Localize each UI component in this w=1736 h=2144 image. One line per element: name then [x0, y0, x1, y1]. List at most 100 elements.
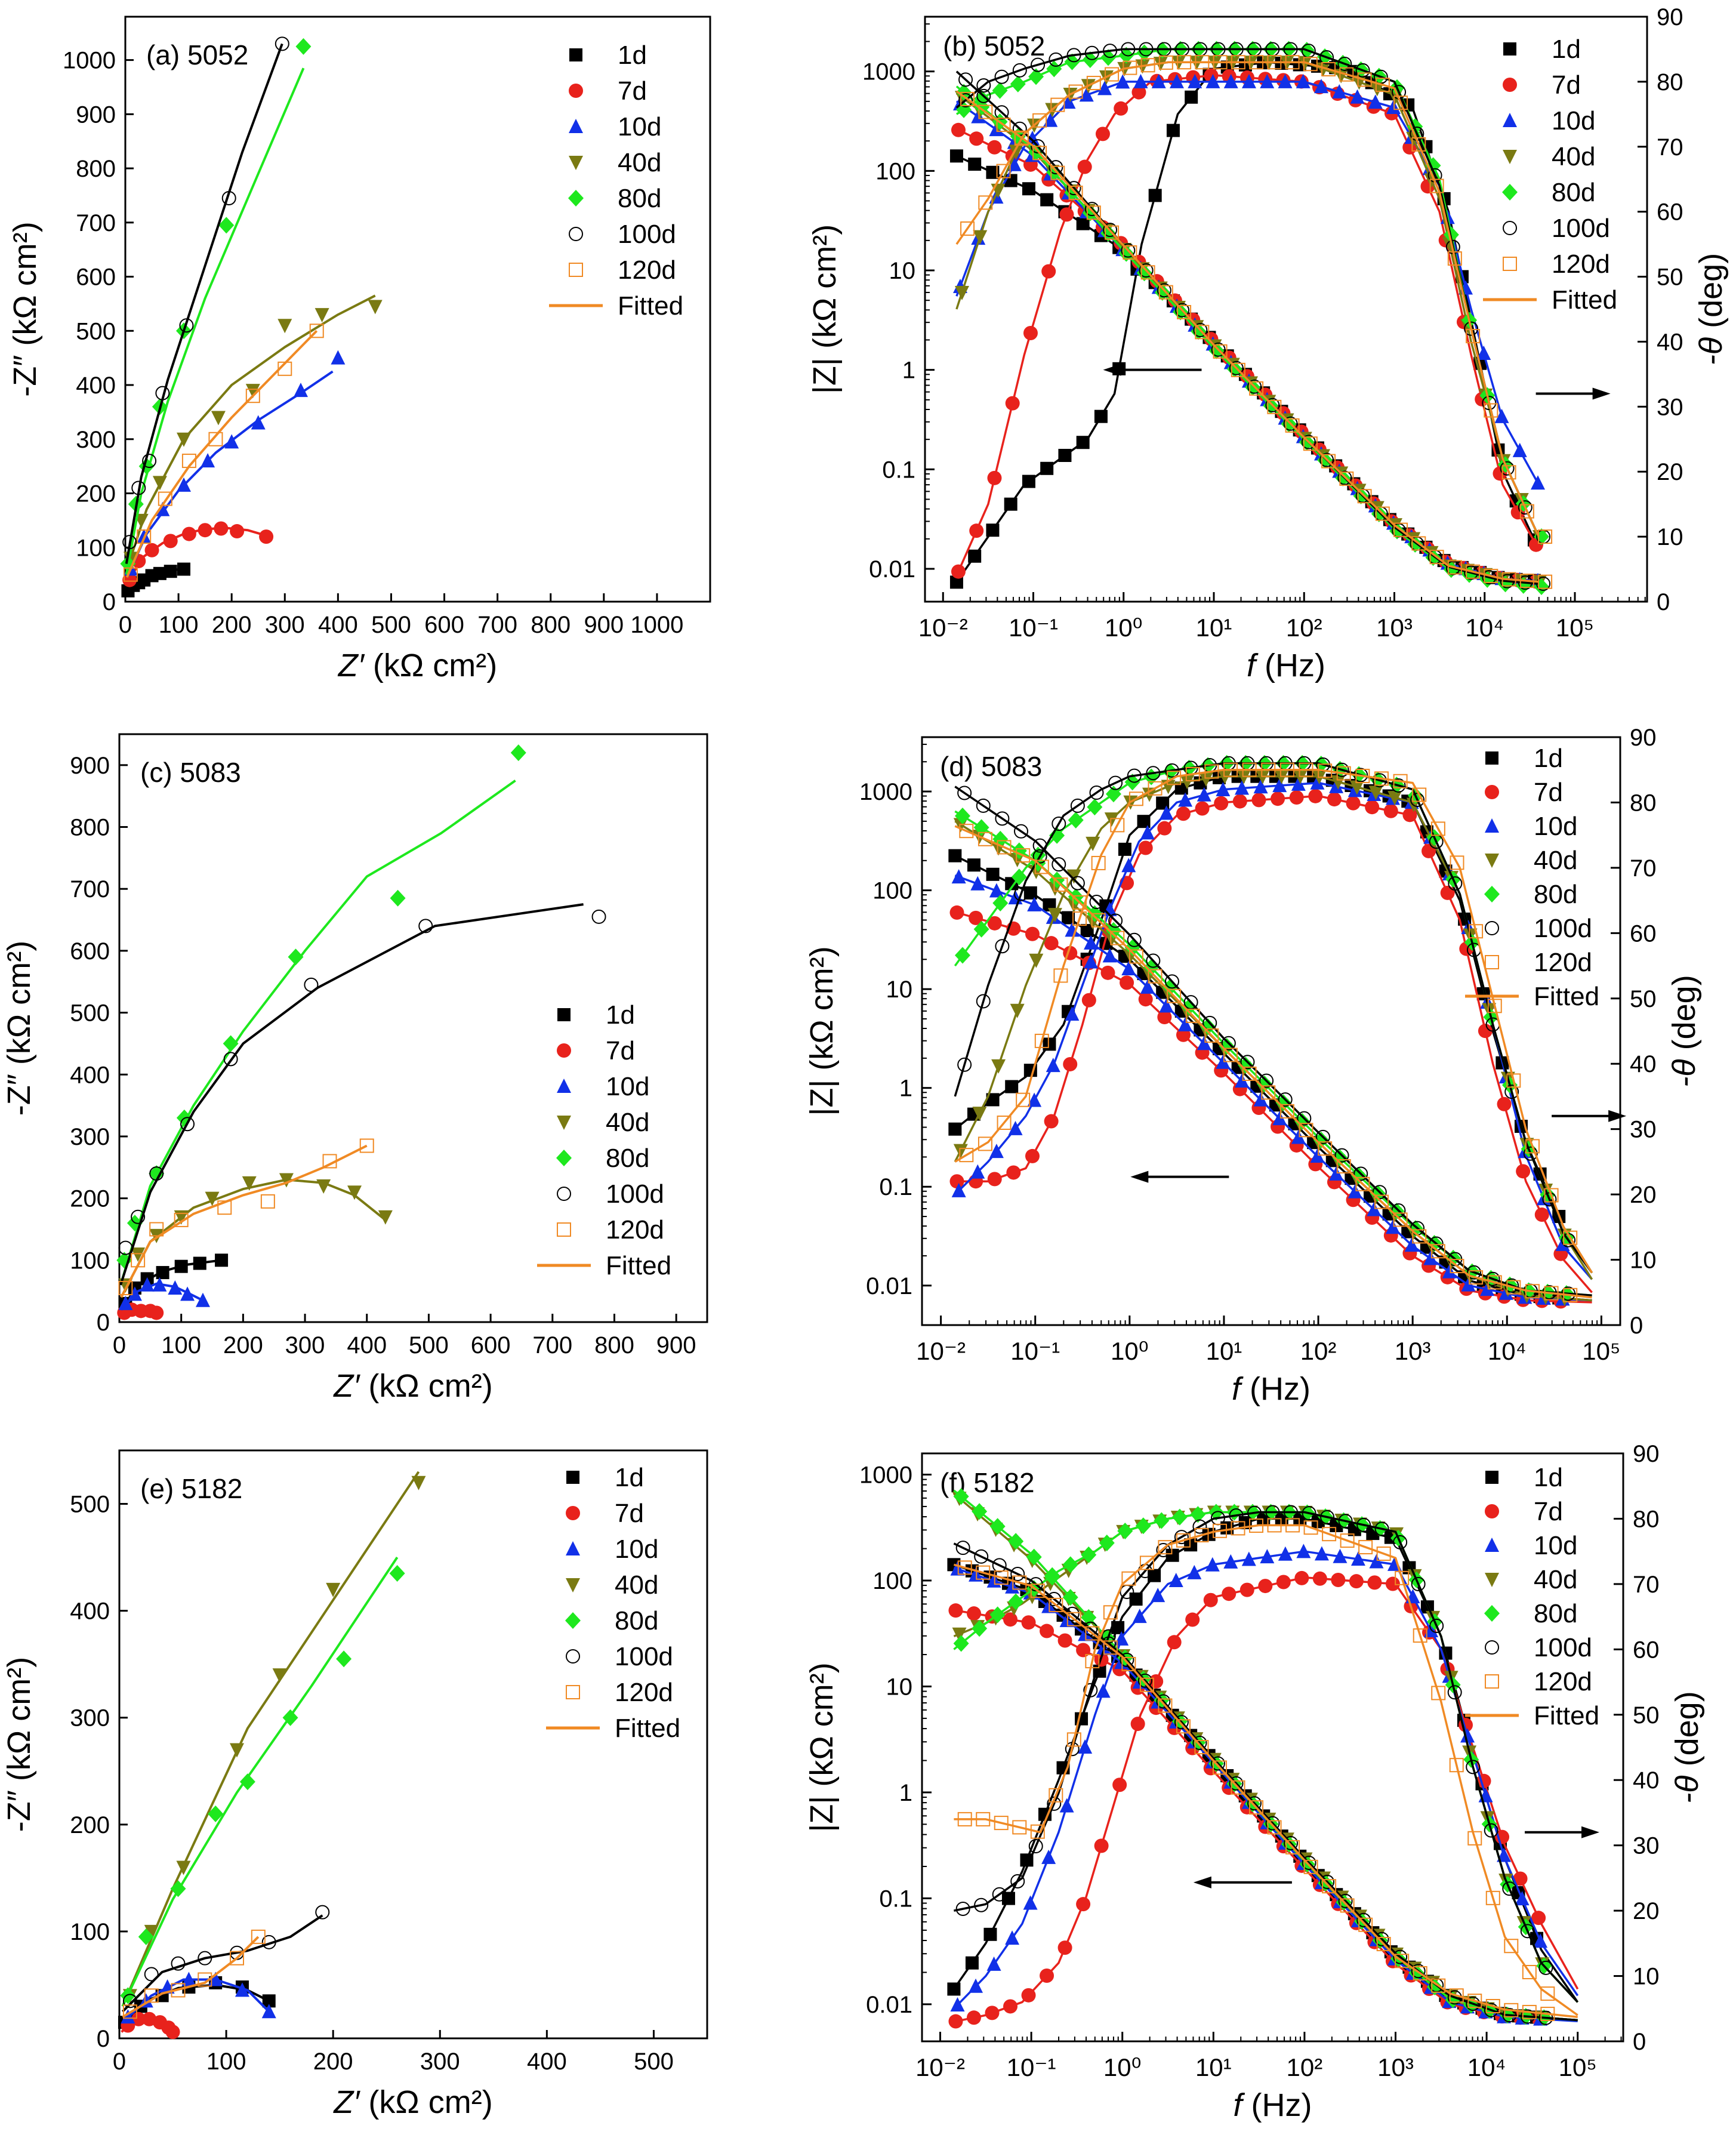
phase-point-100d	[992, 1887, 1007, 1902]
phase-point-10d	[1515, 1891, 1530, 1906]
plot-frame	[118, 1449, 708, 2040]
modulus-point-100d	[976, 88, 991, 103]
plot-frame	[124, 16, 711, 603]
phase-point-100d	[1049, 52, 1063, 67]
modulus-point-80d	[1100, 224, 1117, 242]
phase-point-7d	[1044, 1114, 1059, 1129]
modulus-point-100d	[1210, 1756, 1225, 1771]
modulus-point-80d	[989, 1518, 1006, 1535]
y-axis-label: -Z″ (kΩ cm²)	[1, 1657, 37, 1832]
modulus-point-10d	[1197, 1036, 1211, 1051]
phase-point-1d	[949, 575, 963, 589]
phase-point-120d	[1525, 1139, 1540, 1154]
y-tick-label: 100	[70, 1247, 110, 1274]
panel-a: 0 100 200 300 400 500 600 700 800 900 100001002003…	[7, 16, 711, 683]
phase-point-120d	[1085, 1654, 1100, 1669]
phase-point-100d	[1010, 1874, 1025, 1889]
modulus-point-7d	[1120, 975, 1134, 990]
data-point-10d	[294, 383, 308, 398]
y-tick-label: 800	[76, 156, 116, 182]
modulus-point-100d	[1164, 974, 1179, 989]
phase-point-7d	[1040, 1969, 1054, 1983]
modulus-point-100d	[1103, 223, 1118, 238]
modulus-point-80d	[973, 819, 989, 836]
phase-point-120d	[1249, 1518, 1264, 1533]
phase-point-120d	[959, 1148, 974, 1163]
phase-point-7d	[1095, 127, 1110, 141]
y-tick-label: 1000	[859, 1462, 912, 1488]
phase-point-7d	[949, 1174, 964, 1189]
phase-point-7d	[1112, 1778, 1127, 1792]
modulus-point-80d	[1181, 998, 1197, 1015]
legend-marker-80d	[1502, 184, 1518, 201]
phase-point-7d	[1294, 1570, 1309, 1585]
phase-point-80d	[1010, 75, 1026, 93]
phase-point-120d	[1358, 1540, 1373, 1555]
data-point-100d	[131, 480, 146, 495]
phase-point-40d	[1331, 775, 1346, 790]
modulus-point-7d	[1044, 936, 1059, 951]
phase-point-100d	[976, 78, 991, 93]
legend-marker-80d	[1484, 1605, 1500, 1622]
phase-point-120d	[1504, 1939, 1519, 1954]
data-point-1d	[153, 566, 166, 580]
phase-point-10d	[970, 1164, 985, 1179]
data-point-80d	[389, 1564, 405, 1582]
data-point-40d	[326, 1582, 341, 1597]
legend-d: 1d 7d 10d 40d 80d 100d 120d Fitted	[1465, 744, 1599, 1011]
phase-point-10d	[1133, 73, 1148, 88]
x-tick-label: 500	[634, 2048, 674, 2075]
modulus-point-120d	[1195, 325, 1210, 340]
data-point-120d	[137, 529, 152, 544]
data-point-80d	[336, 1650, 352, 1668]
data-point-1d	[262, 1994, 276, 2008]
data-point-7d	[165, 2025, 180, 2040]
phase-point-80d	[954, 947, 970, 964]
x-tick-label: 200	[223, 1332, 263, 1359]
data-point-80d	[223, 1035, 239, 1052]
modulus-point-100d	[976, 798, 991, 813]
phase-point-1d	[1148, 1569, 1161, 1582]
modulus-point-100d	[1265, 1816, 1280, 1831]
modulus-point-120d	[1540, 2007, 1555, 2022]
phase-point-100d	[1320, 1510, 1335, 1524]
phase-point-120d	[1544, 1188, 1559, 1203]
modulus-point-80d	[1008, 1533, 1024, 1550]
y-tick-label: 700	[70, 876, 110, 902]
phase-point-7d	[1167, 1635, 1182, 1650]
phase-point-1d	[1184, 1538, 1198, 1552]
phase-point-7d	[1214, 796, 1229, 811]
modulus-point-120d	[1085, 1626, 1100, 1641]
y-tick-label: 300	[70, 1705, 110, 1732]
modulus-point-120d	[1504, 2003, 1519, 2017]
phase-point-120d	[1123, 60, 1137, 75]
data-point-10d	[181, 1972, 196, 1986]
modulus-point-10d	[1291, 1129, 1306, 1144]
phase-point-10d	[1096, 1683, 1111, 1698]
y2-tick-label: 70	[1630, 855, 1657, 882]
y-tick-label: 0	[97, 1310, 110, 1336]
modulus-point-120d	[1032, 146, 1047, 161]
data-point-7d	[163, 534, 178, 549]
phase-point-100d	[1065, 1742, 1080, 1757]
y-tick-label: 600	[70, 938, 110, 965]
phase-point-10d	[1065, 1006, 1080, 1021]
phase-point-120d	[1303, 57, 1318, 72]
data-point-100d	[304, 977, 319, 992]
phase-point-10d	[1169, 73, 1184, 88]
phase-point-100d	[1101, 1629, 1116, 1644]
phase-point-120d	[1012, 1820, 1027, 1835]
phase-point-100d	[958, 93, 973, 107]
phase-point-80d	[1105, 785, 1121, 803]
phase-point-100d	[1484, 1823, 1498, 1838]
modulus-point-120d	[1430, 1244, 1445, 1259]
y2-tick-label: 90	[1633, 1441, 1660, 1467]
phase-point-120d	[1068, 84, 1083, 99]
x-tick-label: 10¹	[1195, 2053, 1232, 2081]
modulus-point-80d	[1082, 204, 1098, 221]
modulus-point-80d	[954, 807, 970, 824]
modulus-point-7d	[1138, 992, 1153, 1007]
modulus-point-120d	[996, 118, 1011, 133]
phase-point-120d	[1412, 787, 1427, 802]
modulus-point-100d	[1485, 1271, 1500, 1286]
